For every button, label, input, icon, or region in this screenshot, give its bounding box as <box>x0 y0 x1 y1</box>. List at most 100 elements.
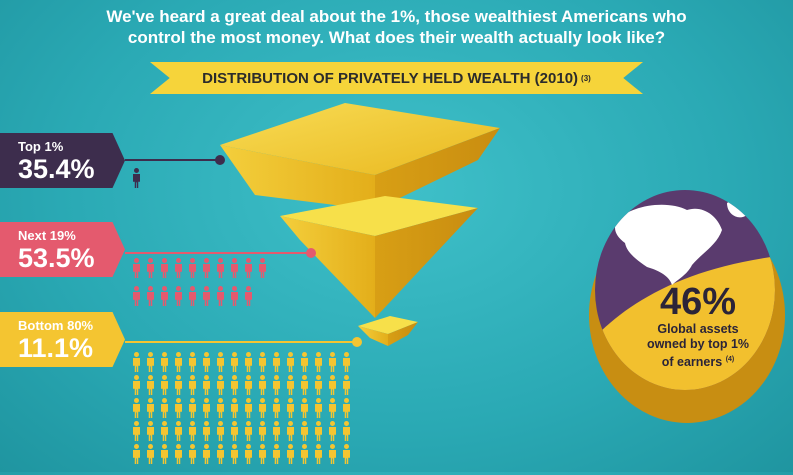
person-icon <box>244 421 253 441</box>
person-icon <box>174 421 183 441</box>
person-icon <box>258 375 267 395</box>
person-icon <box>342 375 351 395</box>
person-icon <box>286 421 295 441</box>
person-icon <box>202 352 211 372</box>
person-icon <box>188 398 197 418</box>
north-america-icon <box>614 204 722 285</box>
person-icon <box>258 444 267 464</box>
person-icon <box>230 286 239 306</box>
person-icon <box>188 375 197 395</box>
person-icon <box>286 352 295 372</box>
tier-next-19-value: 53.5% <box>18 243 95 273</box>
coin-caption-3: of earners <box>661 355 723 370</box>
person-icon <box>160 375 169 395</box>
person-icon <box>216 258 225 278</box>
person-icon <box>272 352 281 372</box>
person-icon <box>286 444 295 464</box>
tier-top-1-people <box>132 168 141 188</box>
person-icon <box>132 258 141 278</box>
person-icon <box>342 444 351 464</box>
person-icon <box>146 352 155 372</box>
tier-bottom-80-label: Bottom 80% <box>18 318 94 333</box>
person-icon <box>342 421 351 441</box>
person-icon <box>244 444 253 464</box>
coin-face-gold-slice <box>595 255 775 390</box>
tier-next-19-leader-line <box>125 252 310 254</box>
person-icon <box>216 398 225 418</box>
person-icon <box>258 352 267 372</box>
tier-top-1-label: Top 1% <box>18 139 64 154</box>
person-icon <box>328 375 337 395</box>
person-icon <box>230 398 239 418</box>
person-icon <box>132 352 141 372</box>
pyramid-tier-middle <box>280 196 478 318</box>
chart-title-banner: DISTRIBUTION OF PRIVATELY HELD WEALTH (2… <box>150 62 643 94</box>
person-icon <box>244 352 253 372</box>
person-icon <box>300 421 309 441</box>
person-icon <box>342 398 351 418</box>
person-icon <box>160 258 169 278</box>
person-icon <box>300 398 309 418</box>
person-icon <box>244 375 253 395</box>
person-icon <box>202 286 211 306</box>
person-icon <box>314 375 323 395</box>
person-icon <box>132 168 141 188</box>
person-icon <box>188 258 197 278</box>
person-icon <box>188 286 197 306</box>
person-icon <box>160 444 169 464</box>
person-icon <box>258 398 267 418</box>
person-icon <box>328 421 337 441</box>
person-icon <box>146 421 155 441</box>
person-icon <box>230 444 239 464</box>
person-icon <box>314 444 323 464</box>
person-icon <box>202 421 211 441</box>
person-icon <box>300 444 309 464</box>
person-icon <box>328 352 337 372</box>
tier-bottom-80-leader-line <box>125 341 357 343</box>
person-icon <box>132 286 141 306</box>
person-icon <box>202 444 211 464</box>
person-icon <box>244 258 253 278</box>
person-icon <box>216 375 225 395</box>
person-icon <box>188 421 197 441</box>
person-icon <box>216 352 225 372</box>
coin-caption-2: owned by top 1% <box>646 337 750 351</box>
person-icon <box>188 444 197 464</box>
person-icon <box>230 421 239 441</box>
person-icon <box>202 258 211 278</box>
person-icon <box>132 444 141 464</box>
person-icon <box>314 352 323 372</box>
tier-top-1-dot <box>215 155 225 165</box>
person-icon <box>146 286 155 306</box>
tier-next-19-tag: Next 19% 53.5% <box>0 222 125 277</box>
coin-text: 46% Global assets owned by top 1% of ear… <box>628 282 768 370</box>
person-icon <box>328 398 337 418</box>
person-icon <box>146 258 155 278</box>
tier-next-19-dot <box>306 248 316 258</box>
person-icon <box>258 421 267 441</box>
person-icon <box>174 398 183 418</box>
coin-value: 46% <box>659 281 737 323</box>
person-icon <box>216 421 225 441</box>
person-icon <box>272 375 281 395</box>
person-icon <box>146 398 155 418</box>
tier-bottom-80-tag: Bottom 80% 11.1% <box>0 312 125 367</box>
tier-bottom-80-value: 11.1% <box>18 333 94 363</box>
person-icon <box>174 444 183 464</box>
person-icon <box>160 352 169 372</box>
chart-title-footnote: (3) <box>581 73 591 83</box>
tier-bottom-80-dot <box>352 337 362 347</box>
person-icon <box>132 421 141 441</box>
person-icon <box>230 258 239 278</box>
person-icon <box>146 444 155 464</box>
person-icon <box>286 375 295 395</box>
person-icon <box>300 375 309 395</box>
tier-next-19-label: Next 19% <box>18 228 76 243</box>
person-icon <box>132 398 141 418</box>
person-icon <box>174 286 183 306</box>
person-icon <box>300 352 309 372</box>
person-icon <box>132 375 141 395</box>
person-icon <box>216 444 225 464</box>
pyramid-tier-top <box>220 103 500 210</box>
tier-bottom-80-people <box>132 352 351 464</box>
